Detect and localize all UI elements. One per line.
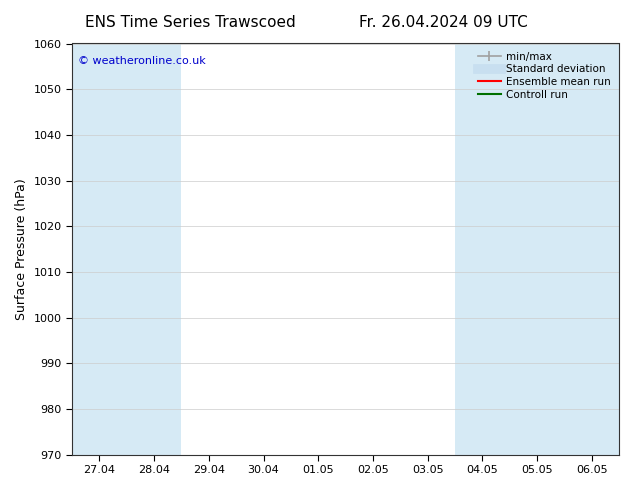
Bar (455, 44, 510, 455)
Text: Fr. 26.04.2024 09 UTC: Fr. 26.04.2024 09 UTC (359, 15, 528, 30)
Bar (510, 44, 564, 455)
Bar (72, 44, 127, 455)
Bar (127, 44, 181, 455)
Text: ENS Time Series Trawscoed: ENS Time Series Trawscoed (85, 15, 295, 30)
Legend: min/max, Standard deviation, Ensemble mean run, Controll run: min/max, Standard deviation, Ensemble me… (475, 49, 614, 103)
Text: © weatheronline.co.uk: © weatheronline.co.uk (77, 56, 205, 66)
Bar (564, 44, 619, 455)
Y-axis label: Surface Pressure (hPa): Surface Pressure (hPa) (15, 178, 28, 320)
